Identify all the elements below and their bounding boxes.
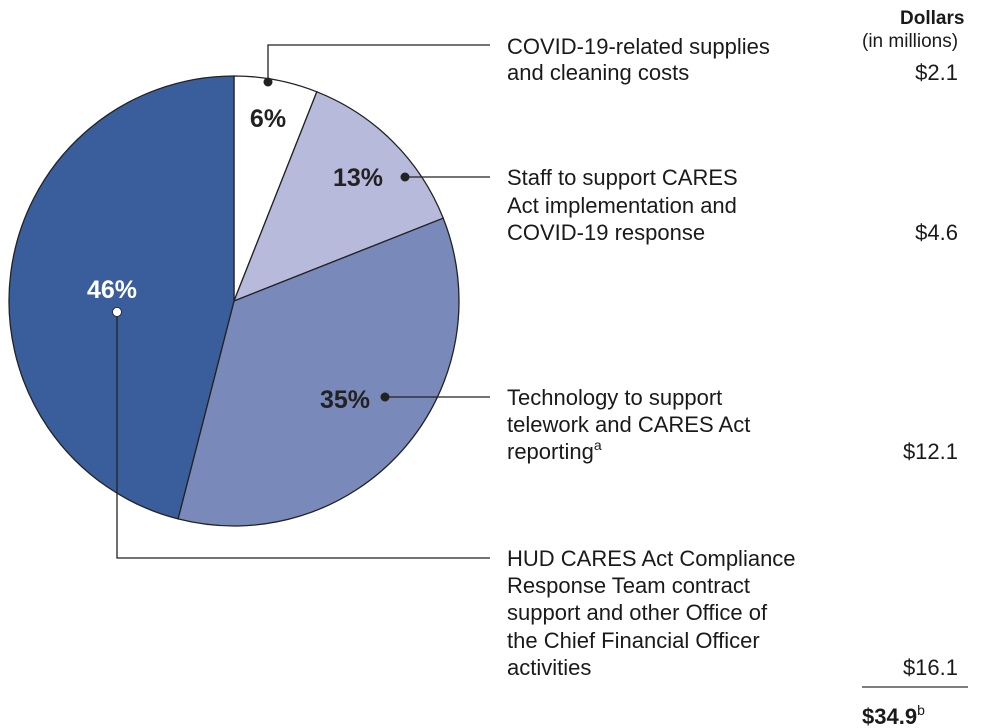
percent-label: 6% [250, 105, 286, 133]
category-line: telework and CARES Act [507, 412, 750, 437]
leader-dot [263, 77, 273, 87]
category-label: Technology to support [507, 385, 722, 410]
footnote-mark: b [917, 702, 925, 718]
category-line: reporting [507, 439, 594, 464]
category-label: activities [507, 655, 591, 680]
category-line: HUD CARES Act Compliance [507, 546, 796, 571]
category-line: Technology to support [507, 385, 722, 410]
leader-dot [380, 392, 390, 402]
category-label: support and other Office of [507, 600, 768, 625]
percent-label: 35% [320, 386, 370, 414]
leader-line [116, 312, 490, 559]
total-label: $34.9b [862, 702, 925, 728]
category-label: Response Team contract [507, 573, 750, 598]
category-label: and cleaning costs [507, 60, 689, 85]
category-line: the Chief Financial Officer [507, 628, 760, 653]
category-line: COVID-19-related supplies [507, 34, 770, 59]
pie-slice [8, 75, 235, 520]
category-line: Response Team contract [507, 573, 750, 598]
category-label: reportinga [507, 437, 602, 464]
category-label: telework and CARES Act [507, 412, 750, 437]
category-line: activities [507, 655, 591, 680]
leader-dot [112, 307, 122, 317]
category-line: and cleaning costs [507, 60, 689, 85]
category-line: Act implementation and [507, 193, 737, 218]
amount-label: $12.1 [903, 439, 958, 464]
percent-label: 46% [87, 276, 137, 304]
category-line: COVID-19 response [507, 220, 705, 245]
amount-label: $2.1 [915, 60, 958, 85]
amount-subheader: (in millions) [862, 31, 958, 52]
category-line: support and other Office of [507, 600, 768, 625]
category-label: Staff to support CARES [507, 165, 738, 190]
amount-label: $16.1 [903, 655, 958, 680]
footnote-mark: a [594, 437, 602, 453]
category-label: COVID-19 response [507, 220, 705, 245]
pie-slice [177, 217, 460, 527]
leader-dot [400, 172, 410, 182]
category-line: Staff to support CARES [507, 165, 738, 190]
category-label: Act implementation and [507, 193, 737, 218]
category-label: the Chief Financial Officer [507, 628, 760, 653]
amount-label: $4.6 [915, 220, 958, 245]
category-label: HUD CARES Act Compliance [507, 546, 796, 571]
pie-slice [232, 90, 445, 303]
total-value: $34.9 [862, 704, 917, 728]
amount-header: Dollars [900, 8, 964, 29]
percent-label: 13% [333, 164, 383, 192]
leader-line [267, 44, 490, 82]
category-label: COVID-19-related supplies [507, 34, 770, 59]
